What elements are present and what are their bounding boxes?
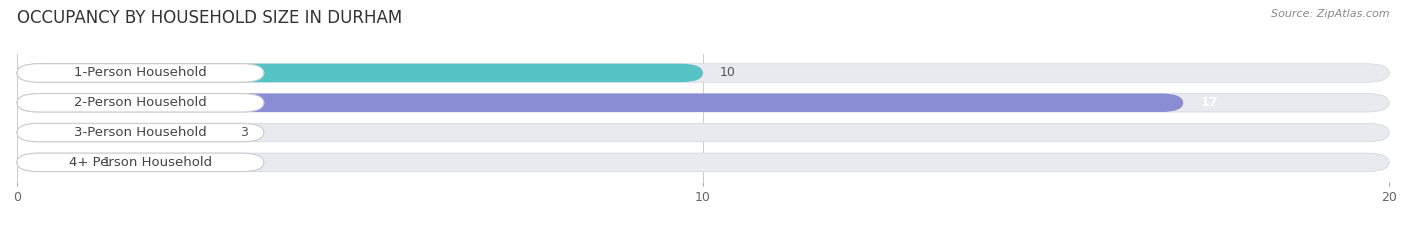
Text: OCCUPANCY BY HOUSEHOLD SIZE IN DURHAM: OCCUPANCY BY HOUSEHOLD SIZE IN DURHAM [17, 9, 402, 27]
FancyBboxPatch shape [17, 64, 703, 82]
Text: 1: 1 [103, 156, 111, 169]
FancyBboxPatch shape [17, 123, 264, 142]
FancyBboxPatch shape [17, 64, 1389, 82]
Text: 2-Person Household: 2-Person Household [75, 96, 207, 109]
Text: 10: 10 [720, 66, 735, 79]
FancyBboxPatch shape [17, 153, 264, 172]
Text: 1-Person Household: 1-Person Household [75, 66, 207, 79]
FancyBboxPatch shape [17, 93, 1389, 112]
Text: 3-Person Household: 3-Person Household [75, 126, 207, 139]
Text: Source: ZipAtlas.com: Source: ZipAtlas.com [1271, 9, 1389, 19]
FancyBboxPatch shape [17, 93, 1184, 112]
FancyBboxPatch shape [17, 153, 1389, 172]
FancyBboxPatch shape [17, 123, 1389, 142]
Text: 4+ Person Household: 4+ Person Household [69, 156, 212, 169]
FancyBboxPatch shape [17, 153, 86, 172]
FancyBboxPatch shape [17, 64, 264, 82]
FancyBboxPatch shape [17, 93, 264, 112]
Text: 17: 17 [1201, 96, 1218, 109]
FancyBboxPatch shape [17, 123, 222, 142]
Text: 3: 3 [240, 126, 247, 139]
